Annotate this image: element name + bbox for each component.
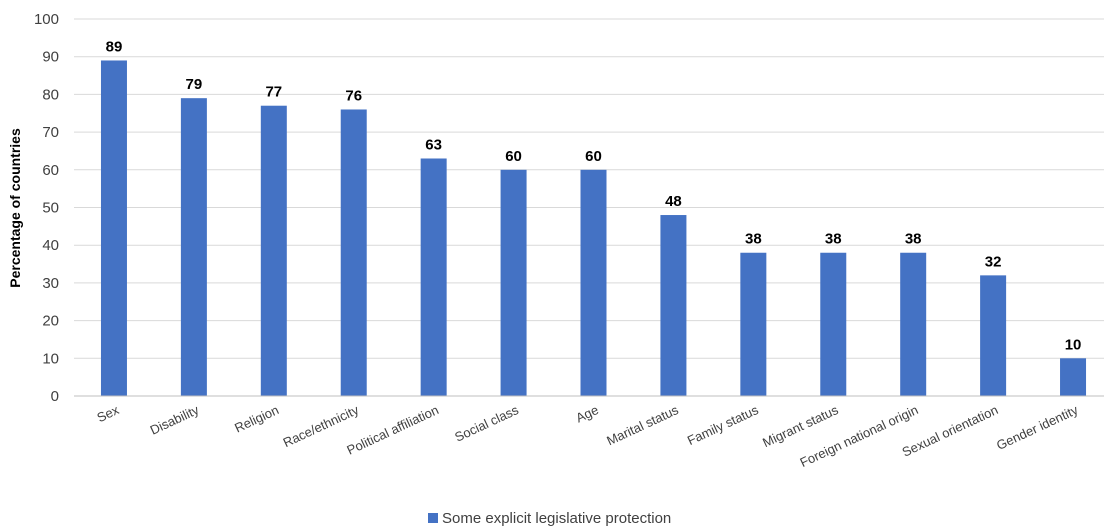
bar	[580, 169, 607, 396]
bar	[980, 275, 1007, 396]
data-label: 38	[745, 231, 762, 248]
x-category-label: Political affiliation	[344, 402, 441, 458]
y-tick-label: 20	[42, 313, 59, 330]
bar	[420, 158, 447, 396]
data-label: 32	[985, 253, 1002, 270]
x-category-label: Disability	[148, 402, 202, 438]
data-label: 10	[1065, 336, 1082, 353]
x-category-label: Religion	[232, 402, 281, 435]
bar	[820, 252, 847, 396]
y-tick-label: 40	[42, 237, 59, 254]
bar	[1060, 358, 1087, 396]
y-tick-label: 70	[42, 124, 59, 141]
y-tick-label: 50	[42, 200, 59, 217]
bar	[340, 109, 367, 396]
x-category-label: Marital status	[604, 402, 681, 448]
data-label: 89	[106, 38, 123, 55]
y-tick-label: 80	[42, 86, 59, 103]
data-label: 48	[665, 193, 682, 210]
x-category-label: Gender identity	[994, 402, 1081, 453]
y-tick-label: 100	[34, 11, 59, 28]
x-category-label: Age	[573, 402, 600, 425]
bar	[740, 252, 767, 396]
bar	[180, 98, 207, 397]
y-tick-label: 60	[42, 162, 59, 179]
y-tick-label: 90	[42, 49, 59, 66]
bar	[100, 60, 127, 396]
x-category-label: Sex	[95, 402, 122, 425]
data-label: 38	[825, 231, 842, 248]
data-label: 60	[505, 148, 522, 165]
bar	[260, 105, 287, 397]
data-labels: 89 79 77 76 63 60 60 48 38 38 38 32 10	[106, 38, 1082, 353]
data-label: 38	[905, 231, 922, 248]
x-category-label: Family status	[685, 402, 761, 448]
x-axis-categories: Sex Disability Religion Race/ethnicityPolit…	[95, 402, 1081, 470]
y-axis-title: Percentage of countries	[7, 128, 23, 288]
data-label: 63	[425, 136, 442, 153]
data-label: 77	[265, 84, 282, 101]
y-tick-label: 0	[51, 388, 59, 405]
legend-swatch	[428, 513, 438, 523]
bar	[900, 252, 927, 396]
bar	[660, 215, 687, 396]
x-category-label: Social class	[452, 402, 521, 445]
y-tick-label: 10	[42, 350, 59, 367]
y-tick-label: 30	[42, 275, 59, 292]
data-label: 76	[345, 87, 362, 104]
legend: Some explicit legislative protection	[428, 510, 671, 526]
bar	[500, 169, 527, 396]
legend-label: Some explicit legislative protection	[442, 510, 671, 526]
bars	[100, 60, 1087, 397]
data-label: 60	[585, 148, 602, 165]
y-axis-ticks: 0 10 20 30 40 50 60 70 80 90 100	[34, 11, 59, 405]
data-label: 79	[186, 76, 203, 93]
